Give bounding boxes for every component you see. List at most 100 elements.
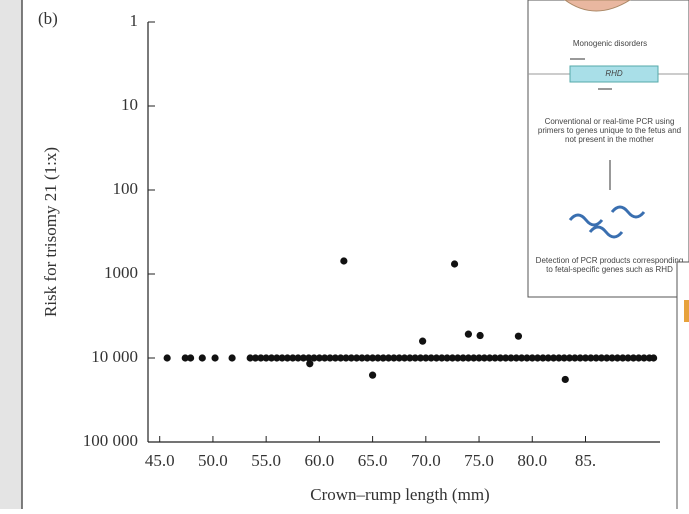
- data-point: [257, 354, 265, 362]
- data-point: [278, 354, 286, 362]
- data-point: [358, 354, 366, 362]
- data-point: [289, 354, 297, 362]
- data-point: [507, 354, 515, 362]
- data-point: [246, 354, 254, 362]
- data-point: [459, 354, 467, 362]
- data-point: [496, 354, 504, 362]
- data-point: [406, 354, 414, 362]
- data-point: [523, 354, 531, 362]
- data-point: [514, 332, 523, 340]
- data-point: [640, 354, 648, 362]
- x-axis-label: Crown–rump length (mm): [310, 485, 489, 504]
- data-point: [518, 354, 526, 362]
- data-point: [432, 354, 441, 362]
- data-point: [454, 354, 462, 362]
- data-point: [475, 354, 483, 362]
- data-point: [251, 354, 260, 362]
- data-point: [555, 354, 563, 362]
- data-point: [416, 354, 425, 362]
- data-point: [635, 354, 643, 362]
- data-point: [395, 354, 403, 362]
- x-tick-label: 75.0: [464, 451, 494, 470]
- data-point: [340, 257, 348, 265]
- second-inset: [676, 261, 689, 513]
- data-point: [379, 354, 387, 362]
- data-point: [470, 354, 478, 362]
- data-point: [294, 354, 302, 362]
- inset-organ: [564, 0, 631, 12]
- data-point: [528, 354, 536, 362]
- data-point: [480, 354, 488, 362]
- data-point: [544, 354, 552, 362]
- data-point: [368, 354, 377, 362]
- y-tick-label: 1: [130, 11, 139, 30]
- data-point: [368, 371, 377, 379]
- data-point: [411, 354, 419, 362]
- data-point: [603, 354, 611, 362]
- data-point: [561, 375, 569, 384]
- data-point: [539, 354, 547, 362]
- data-point: [565, 354, 574, 362]
- data-point: [592, 354, 600, 362]
- data-point: [624, 354, 632, 362]
- data-point: [267, 354, 276, 362]
- data-point: [443, 354, 451, 362]
- data-point: [337, 354, 345, 362]
- data-point: [476, 331, 484, 340]
- data-point: [262, 354, 270, 362]
- data-point: [422, 354, 430, 362]
- data-point: [390, 354, 398, 362]
- x-tick-label: 85.: [575, 451, 596, 470]
- data-point: [613, 354, 622, 362]
- data-point: [571, 354, 579, 362]
- data-point: [450, 260, 459, 268]
- data-point: [310, 354, 318, 362]
- data-point: [464, 354, 472, 362]
- data-point: [342, 354, 350, 362]
- data-point: [448, 354, 457, 362]
- x-tick-label: 45.0: [145, 451, 175, 470]
- inset-figure: Monogenic disorders RHD Conventional or …: [527, 0, 689, 513]
- data-point: [331, 354, 339, 362]
- panel-label: (b): [38, 9, 58, 28]
- data-point: [560, 354, 568, 362]
- data-point: [576, 354, 584, 362]
- y-tick-label: 10 000: [91, 347, 138, 366]
- second-inset-icon: [684, 300, 689, 322]
- data-point: [374, 354, 382, 362]
- data-point: [181, 354, 189, 362]
- x-tick-label: 50.0: [198, 451, 228, 470]
- y-tick-label: 1000: [104, 263, 138, 282]
- data-point: [549, 354, 558, 362]
- inset-box: [527, 0, 689, 298]
- pcr-products: [568, 205, 646, 239]
- inset-caption: Detection of PCR products corresponding …: [535, 256, 684, 274]
- data-point: [353, 354, 361, 362]
- data-point: [486, 354, 494, 362]
- data-point: [491, 354, 499, 362]
- data-point: [438, 354, 446, 362]
- data-point: [299, 354, 308, 362]
- data-point: [198, 354, 206, 362]
- y-tick-label: 100: [113, 179, 139, 198]
- y-tick-label: 100 000: [83, 431, 138, 450]
- frame-strip: [0, 0, 22, 509]
- x-tick-label: 55.0: [251, 451, 281, 470]
- y-tick-label: 10: [121, 95, 138, 114]
- data-point: [502, 354, 510, 362]
- data-point: [384, 354, 393, 362]
- data-point: [363, 354, 371, 362]
- data-point: [283, 354, 292, 362]
- y-axis-label: Risk for trisomy 21 (1:x): [41, 147, 60, 317]
- data-point: [512, 354, 520, 362]
- x-tick-label: 65.0: [358, 451, 388, 470]
- inset-caption-box: Detection of PCR products corresponding …: [535, 256, 684, 274]
- data-point: [464, 330, 472, 338]
- data-point: [533, 354, 542, 362]
- x-tick-label: 70.0: [411, 451, 441, 470]
- data-point: [186, 354, 195, 362]
- data-point: [400, 354, 409, 362]
- data-point: [587, 354, 595, 362]
- data-point: [419, 337, 427, 345]
- inset-caption: Conventional or real-time PCR using prim…: [537, 117, 682, 144]
